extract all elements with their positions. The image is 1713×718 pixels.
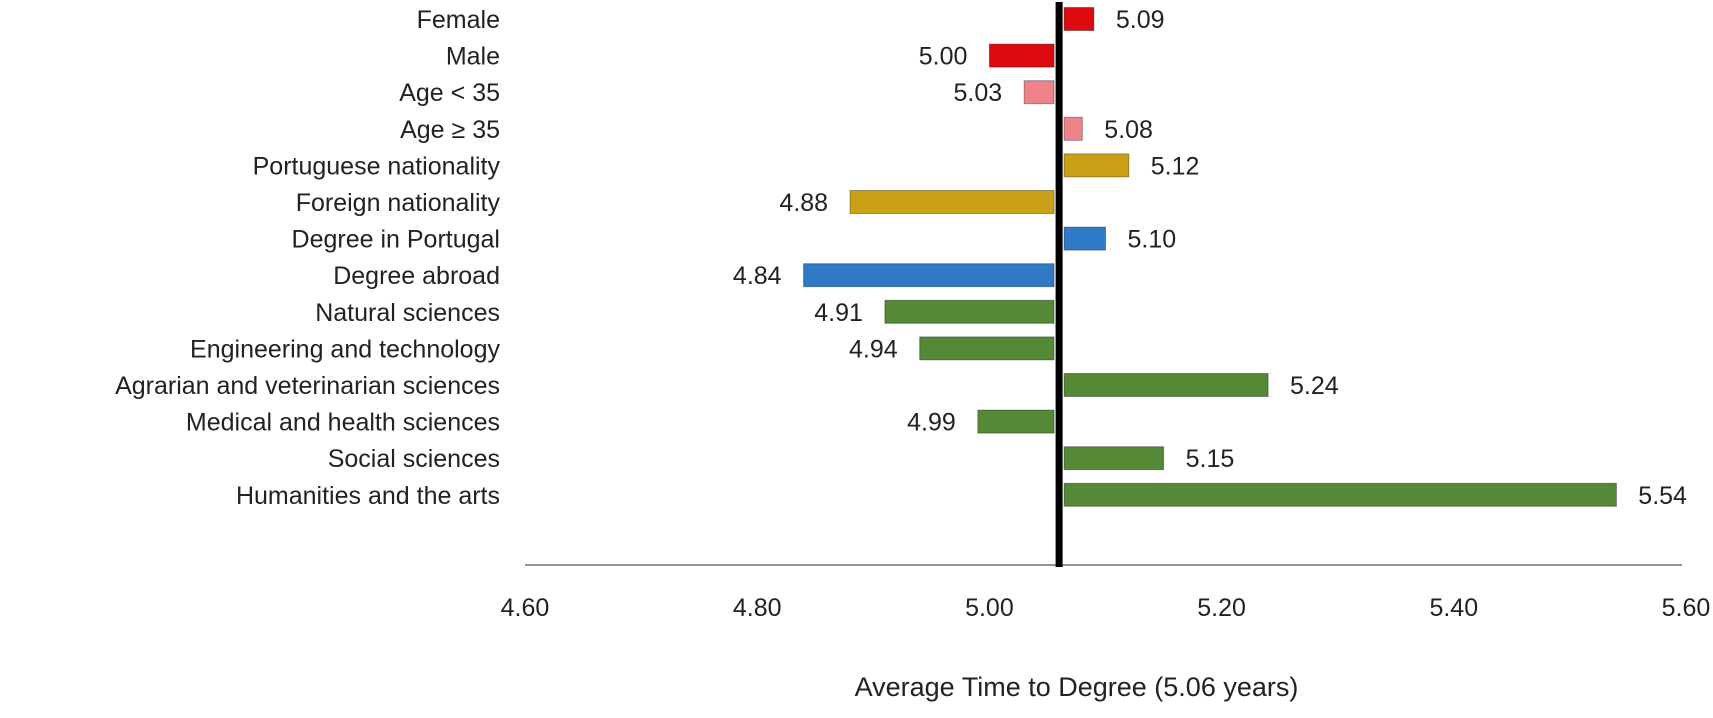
category-label-5: Foreign nationality xyxy=(296,189,501,217)
value-label-6: 5.10 xyxy=(1128,226,1177,254)
category-label-13: Humanities and the arts xyxy=(236,482,500,510)
x-tick-label-2: 5.00 xyxy=(965,594,1014,622)
bar-12 xyxy=(1063,446,1165,471)
bar-6 xyxy=(1063,226,1106,251)
value-label-5: 4.88 xyxy=(779,189,828,217)
x-axis-title: Average Time to Degree (5.06 years) xyxy=(0,672,1713,703)
value-label-10: 5.24 xyxy=(1290,372,1339,400)
value-labels: 5.09 5.00 5.03 5.08 5.12 4.88 5.10 4.84 4.91 4.94… xyxy=(733,6,1687,510)
x-axis-title-text: Average Time to Degree (5.06 years) xyxy=(854,672,1299,702)
category-label-11: Medical and health sciences xyxy=(186,409,500,437)
bar-13 xyxy=(1063,482,1617,507)
category-label-8: Natural sciences xyxy=(315,299,500,327)
category-label-12: Social sciences xyxy=(328,445,500,473)
bar-0 xyxy=(1063,7,1095,31)
value-label-2: 5.03 xyxy=(954,79,1003,107)
value-label-12: 5.15 xyxy=(1186,445,1235,473)
category-label-2: Age < 35 xyxy=(399,79,500,107)
value-label-0: 5.09 xyxy=(1116,6,1165,34)
x-tick-labels: 4.60 4.80 5.00 5.20 5.40 5.60 xyxy=(501,594,1711,622)
category-label-1: Male xyxy=(446,43,500,71)
value-label-4: 5.12 xyxy=(1151,152,1200,180)
value-label-11: 4.99 xyxy=(907,409,956,437)
category-label-4: Portuguese nationality xyxy=(253,152,501,180)
bar-3 xyxy=(1063,116,1083,141)
value-label-1: 5.00 xyxy=(919,43,968,71)
bar-7 xyxy=(803,263,1055,288)
x-tick-label-1: 4.80 xyxy=(733,594,782,622)
bar-2 xyxy=(1023,80,1055,105)
bar-9 xyxy=(919,336,1055,361)
category-label-3: Age ≥ 35 xyxy=(400,116,500,144)
bars-group xyxy=(803,7,1617,507)
x-tick-label-5: 5.60 xyxy=(1662,594,1711,622)
bar-5 xyxy=(849,190,1055,214)
value-label-8: 4.91 xyxy=(814,299,863,327)
category-label-9: Engineering and technology xyxy=(190,335,500,363)
value-label-9: 4.94 xyxy=(849,335,898,363)
x-tick-label-0: 4.60 xyxy=(501,594,550,622)
category-label-10: Agrarian and veterinarian sciences xyxy=(115,372,500,400)
category-label-0: Female xyxy=(417,6,500,34)
x-tick-label-3: 5.20 xyxy=(1197,594,1246,622)
value-label-7: 4.84 xyxy=(733,262,782,290)
category-label-7: Degree abroad xyxy=(333,262,500,290)
bar-10 xyxy=(1063,373,1269,397)
bar-8 xyxy=(884,299,1055,324)
value-label-3: 5.08 xyxy=(1104,116,1153,144)
bar-1 xyxy=(988,43,1055,68)
bar-4 xyxy=(1063,153,1130,178)
category-label-6: Degree in Portugal xyxy=(292,226,500,254)
category-labels: Female Male Age < 35 Age ≥ 35 Portuguese nat… xyxy=(115,6,500,510)
value-label-13: 5.54 xyxy=(1638,482,1687,510)
bar-11 xyxy=(977,409,1055,434)
x-tick-label-4: 5.40 xyxy=(1429,594,1478,622)
